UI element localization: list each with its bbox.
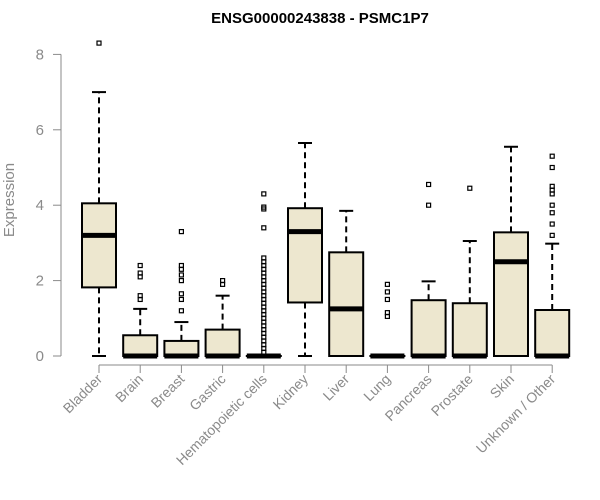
outlier-point <box>549 221 555 227</box>
outlier-point <box>426 181 432 188</box>
y-tick-label: 6 <box>36 122 44 139</box>
outlier-point <box>549 202 555 208</box>
outlier-point <box>178 291 184 297</box>
box-iqr <box>451 302 488 357</box>
outlier-point <box>549 183 555 189</box>
x-tick-label: Brain <box>112 371 146 405</box>
outlier-point <box>384 296 390 303</box>
box-group <box>369 281 406 359</box>
outlier-point <box>549 210 555 216</box>
outlier-point <box>178 278 184 284</box>
y-tick-label: 8 <box>36 46 44 63</box>
box-group <box>410 181 447 359</box>
outlier-point <box>261 204 267 210</box>
outlier-point <box>178 308 184 314</box>
plot-area <box>81 40 571 359</box>
outlier-point <box>384 281 390 287</box>
box-group <box>163 228 200 359</box>
outlier-point <box>178 262 184 269</box>
box-group <box>245 191 282 359</box>
outlier-point <box>137 262 143 269</box>
box-iqr <box>534 309 571 358</box>
x-tick-label: Lung <box>360 371 393 404</box>
box-group <box>534 153 571 359</box>
outlier-point <box>384 289 390 295</box>
box-group <box>81 40 117 357</box>
chart-title: ENSG00000243838 - PSMC1P7 <box>211 10 429 27</box>
outlier-point <box>426 202 432 208</box>
box-iqr <box>287 207 323 304</box>
outlier-point <box>137 293 143 299</box>
box-group <box>122 262 159 359</box>
box-group <box>451 185 488 359</box>
outlier-point <box>384 310 390 316</box>
box-group <box>328 209 365 357</box>
x-tick-label: Breast <box>148 371 188 411</box>
y-axis: 0 2 4 6 8 <box>36 46 62 365</box>
outlier-point <box>178 228 184 235</box>
outlier-point <box>467 185 473 191</box>
box-iqr <box>493 231 529 357</box>
outlier-point <box>549 232 555 238</box>
outlier-point <box>137 270 143 276</box>
box-iqr <box>410 299 447 358</box>
outlier-point <box>549 164 555 171</box>
y-tick-label: 4 <box>36 197 44 214</box>
x-tick-label: Kidney <box>270 371 312 413</box>
outlier-point <box>178 296 184 303</box>
outlier-point <box>549 153 555 159</box>
box-group <box>493 145 529 357</box>
box-iqr <box>81 202 117 289</box>
x-tick-label: Prostate <box>428 371 476 419</box>
box-group <box>204 278 241 359</box>
y-axis-label: Expression <box>1 163 18 237</box>
y-tick-label: 2 <box>36 273 44 290</box>
box-iqr <box>122 334 159 358</box>
outlier-point <box>96 40 102 46</box>
outlier-point <box>261 225 267 231</box>
box-iqr <box>204 328 241 357</box>
outlier-point <box>261 191 267 197</box>
box-iqr <box>328 251 365 357</box>
outlier-point <box>261 255 267 261</box>
outlier-point <box>178 272 184 278</box>
outlier-point <box>220 278 226 284</box>
x-tick-label: Skin <box>487 371 518 402</box>
box-group <box>287 141 323 357</box>
y-tick-label: 0 <box>36 348 44 365</box>
x-tick-label: Bladder <box>60 371 106 417</box>
x-tick-label: Liver <box>320 371 353 404</box>
